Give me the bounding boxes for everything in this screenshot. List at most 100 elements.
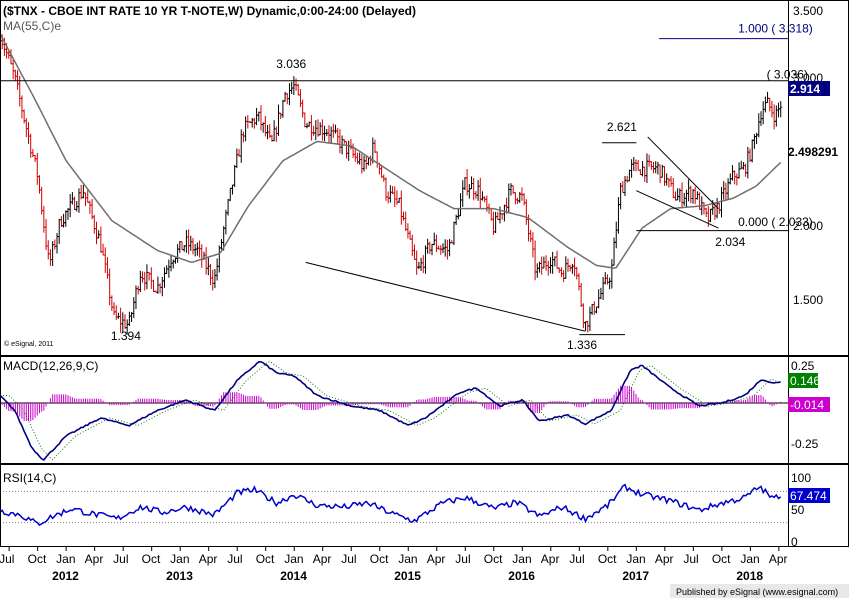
- price-bar: [165, 265, 169, 274]
- price-bar: [213, 269, 217, 289]
- price-bar: [524, 199, 528, 225]
- price-bar: [386, 191, 390, 204]
- price-bar: [588, 306, 592, 332]
- price-bar: [658, 164, 662, 184]
- price-bar: [750, 139, 754, 163]
- price-bar: [513, 192, 517, 205]
- price-bar: [228, 187, 232, 202]
- macd-value: 0.146: [790, 374, 820, 388]
- x-month-label: Oct: [370, 552, 389, 566]
- price-bar: [480, 191, 484, 201]
- price-annotation: 1.336: [567, 338, 597, 352]
- x-year-label: 2012: [52, 569, 79, 583]
- price-bar: [772, 104, 776, 130]
- price-bar: [64, 210, 68, 227]
- price-bar: [31, 149, 35, 158]
- rsi-line: [0, 483, 782, 527]
- x-month-label: Jan: [626, 552, 645, 566]
- price-bar: [53, 239, 57, 250]
- price-bar: [467, 184, 471, 199]
- price-bar: [287, 83, 291, 106]
- trend-line: [647, 136, 719, 209]
- price-bar: [610, 259, 614, 289]
- price-bar: [37, 175, 41, 194]
- rsi-title: RSI(14,C): [3, 471, 56, 485]
- rsi-tick-0: 0: [791, 535, 798, 549]
- price-bar: [20, 95, 24, 119]
- price-bar: [448, 239, 452, 257]
- price-bar: [551, 251, 555, 274]
- panel-border: [0, 464, 849, 547]
- price-bar: [127, 311, 131, 327]
- price-bar: [402, 211, 406, 221]
- price-bar: [35, 152, 39, 185]
- price-bar: [737, 162, 741, 179]
- price-bar: [636, 159, 640, 171]
- price-bar: [673, 191, 677, 201]
- price-bar: [88, 200, 92, 214]
- x-month-label: Jan: [56, 552, 75, 566]
- price-bar: [575, 266, 579, 280]
- price-bar: [303, 112, 307, 128]
- price-bar: [143, 271, 147, 291]
- price-bar: [498, 206, 502, 224]
- panel-border: [0, 0, 849, 356]
- price-bar: [296, 83, 300, 96]
- price-bar: [27, 122, 31, 144]
- price-bar: [263, 115, 267, 137]
- price-bar: [81, 184, 85, 199]
- price-bar: [478, 177, 482, 209]
- rsi-tick-50: 50: [791, 503, 805, 517]
- price-bar: [601, 277, 605, 300]
- price-bar: [415, 250, 419, 275]
- price-bar: [114, 305, 118, 320]
- price-bar: [99, 226, 103, 253]
- x-month-label: Oct: [712, 552, 731, 566]
- ma-line: [0, 33, 782, 269]
- price-bar: [695, 191, 699, 200]
- price-bar: [421, 255, 425, 274]
- price-bar: [171, 259, 175, 269]
- x-month-label: Oct: [598, 552, 617, 566]
- price-bar: [423, 245, 427, 274]
- price-bar: [779, 101, 783, 118]
- price-bar: [406, 223, 410, 239]
- x-month-label: Apr: [199, 552, 218, 566]
- price-bar: [318, 122, 322, 136]
- price-bar: [592, 301, 596, 315]
- price-annotation: 1.000 ( 3.318): [738, 21, 813, 35]
- price-bar: [553, 256, 557, 267]
- x-year-label: 2014: [280, 569, 307, 583]
- price-bar: [404, 211, 408, 232]
- x-month-label: Jul: [569, 552, 584, 566]
- price-bar: [382, 174, 386, 182]
- price-bar: [757, 113, 761, 138]
- price-bar: [533, 240, 537, 281]
- price-bar: [643, 166, 647, 182]
- price-bar: [393, 186, 397, 207]
- trend-line: [636, 190, 719, 229]
- price-bar: [250, 117, 254, 128]
- price-bar: [494, 211, 498, 234]
- copyright-label: © eSignal, 2011: [4, 340, 54, 348]
- macd-line: [0, 360, 781, 461]
- price-bar: [152, 279, 156, 293]
- price-annotation: 2.621: [607, 120, 637, 134]
- price-bar: [224, 209, 228, 235]
- x-month-label: Jan: [512, 552, 531, 566]
- price-bar: [546, 260, 550, 276]
- price-bar: [687, 179, 691, 202]
- price-bar: [665, 173, 669, 186]
- price-bar: [66, 208, 70, 220]
- price-bar: [630, 159, 634, 178]
- y-tick-1500: 1.500: [793, 293, 823, 307]
- price-bar: [520, 187, 524, 201]
- price-bar: [544, 255, 548, 271]
- price-bar: [649, 161, 653, 170]
- price-bar: [184, 230, 188, 253]
- price-bar: [559, 267, 563, 278]
- x-month-label: Apr: [655, 552, 674, 566]
- price-bar: [564, 256, 568, 279]
- macd-tick-minus025: -0.25: [791, 437, 819, 451]
- price-bar: [360, 154, 364, 174]
